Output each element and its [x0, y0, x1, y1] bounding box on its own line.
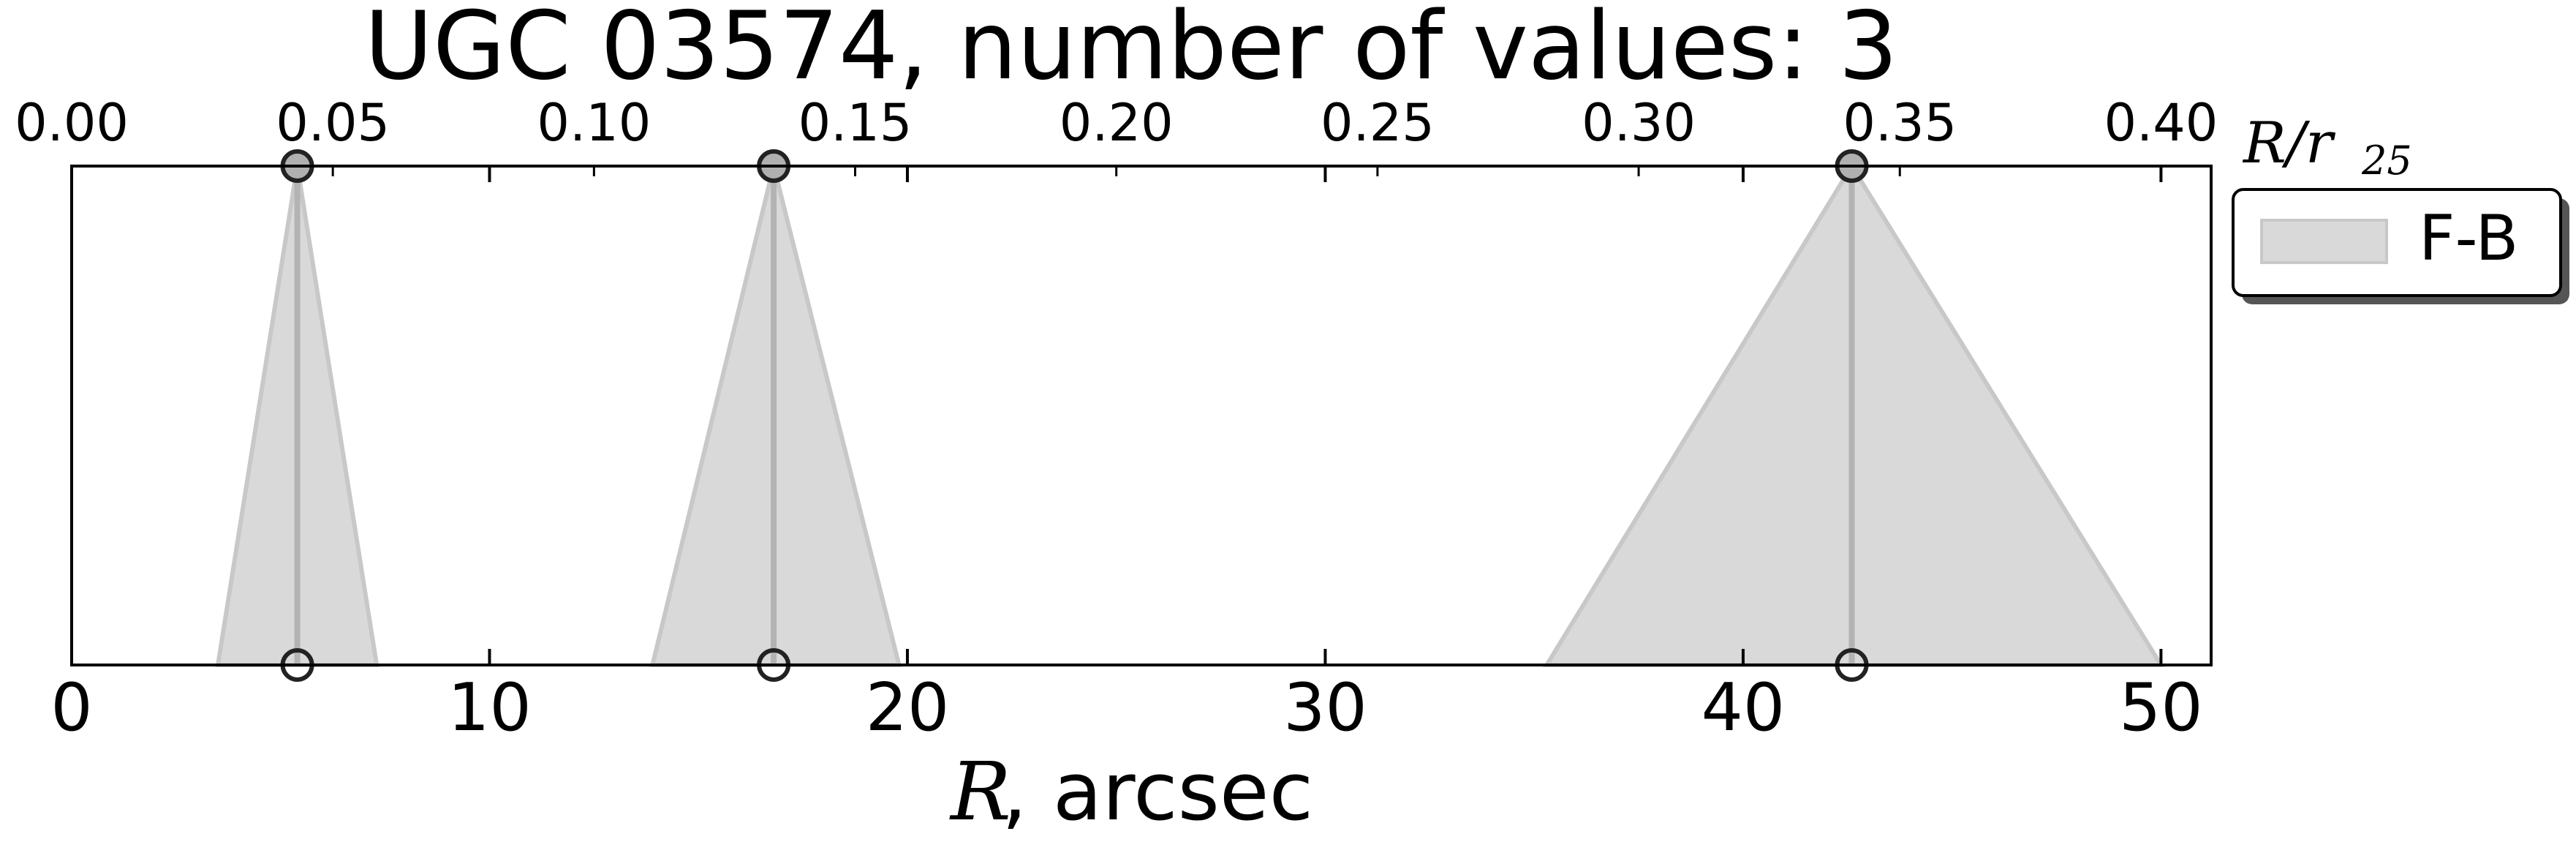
top-tick-label-3: 0.15	[798, 93, 913, 153]
legend-swatch	[2262, 220, 2387, 263]
top-tick-label-4: 0.20	[1060, 93, 1174, 153]
top-tick-label-2: 0.10	[537, 93, 651, 153]
top-tick-label-7: 0.35	[1843, 93, 1957, 153]
legend-label: F-B	[2419, 202, 2518, 275]
top-axis-label-sub: 25	[2361, 138, 2412, 184]
bottom-tick-label-5: 50	[2119, 669, 2203, 746]
bottom-tick-label-1: 10	[447, 669, 532, 746]
x-axis-label-unit: , arcsec	[1002, 745, 1313, 838]
top-tick-label-0: 0.00	[15, 93, 129, 153]
legend: F-B	[2233, 189, 2569, 304]
top-axis-label-var: R/r	[2242, 110, 2336, 176]
bottom-tick-label-4: 40	[1701, 669, 1786, 746]
top-tick-label-8: 0.40	[2104, 93, 2218, 153]
bottom-tick-label-3: 30	[1283, 669, 1367, 746]
top-tick-label-6: 0.30	[1582, 93, 1696, 153]
chart-title: UGC 03574, number of values: 3	[364, 0, 1897, 101]
top-tick-label-5: 0.25	[1321, 93, 1435, 153]
top-tick-label-1: 0.05	[276, 93, 390, 153]
bottom-tick-label-2: 20	[866, 669, 950, 746]
bottom-tick-label-0: 0	[50, 669, 92, 746]
